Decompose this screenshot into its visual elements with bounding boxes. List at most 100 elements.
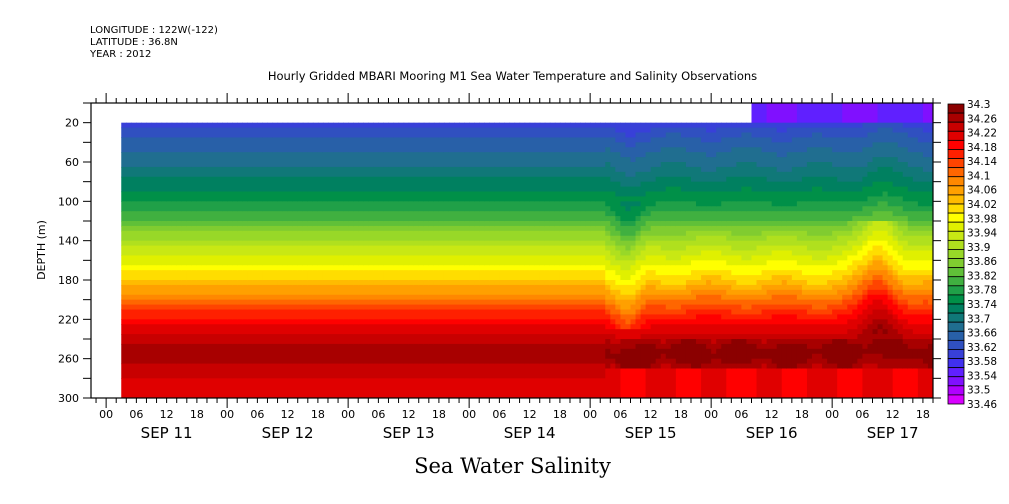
heatmap-cell [277, 201, 284, 212]
heatmap-cell [479, 166, 485, 178]
heatmap-cell [418, 309, 425, 320]
heatmap-cell [736, 201, 743, 212]
heatmap-cell [731, 221, 737, 227]
heatmap-cell [156, 343, 163, 365]
heatmap-cell [504, 176, 511, 193]
heatmap-cell [267, 304, 274, 311]
heatmap-cell [746, 284, 753, 291]
heatmap-cell [817, 275, 823, 286]
heatmap-cell [217, 299, 223, 306]
heatmap-cell [600, 166, 606, 178]
heatmap-cell [428, 122, 435, 129]
heatmap-cell [706, 339, 712, 350]
colorbar-swatch [947, 139, 965, 150]
heatmap-cell [327, 201, 334, 212]
heatmap-cell [857, 265, 864, 276]
heatmap-cell [897, 358, 904, 370]
heatmap-cell [242, 299, 248, 306]
heatmap-cell [408, 319, 415, 325]
heatmap-cell [373, 191, 379, 202]
heatmap-cell [605, 284, 611, 291]
heatmap-cell [771, 284, 778, 291]
heatmap-cell [786, 314, 793, 325]
heatmap-cell [907, 339, 914, 350]
y-tick-label: 220 [58, 313, 79, 326]
heatmap-cell [660, 122, 667, 129]
heatmap-cell [655, 368, 662, 398]
heatmap-cell [690, 245, 697, 257]
heatmap-cell [201, 378, 208, 398]
heatmap-cell [801, 265, 808, 276]
heatmap-cell [433, 324, 440, 335]
heatmap-cell [675, 299, 682, 311]
heatmap-cell [756, 225, 763, 237]
heatmap-cell [696, 152, 702, 168]
heatmap-cell [650, 334, 657, 340]
heatmap-cell [685, 166, 692, 178]
heatmap-cell [378, 127, 385, 139]
heatmap-cell [907, 122, 914, 129]
heatmap-cell [277, 211, 284, 222]
heatmap-cell [701, 368, 707, 398]
heatmap-cell [191, 304, 198, 311]
heatmap-cell [393, 284, 400, 296]
heatmap-cell [499, 211, 506, 222]
heatmap-cell [786, 294, 793, 306]
heatmap-cell [696, 324, 702, 335]
heatmap-cell [590, 176, 596, 193]
heatmap-cell [333, 334, 339, 345]
heatmap-cell [131, 284, 137, 296]
heatmap-cell [842, 314, 848, 325]
heatmap-cell [413, 122, 420, 129]
heatmap-cell [257, 299, 264, 306]
heatmap-cell [539, 255, 546, 266]
heatmap-cell [509, 255, 516, 266]
heatmap-cell [736, 368, 743, 398]
heatmap-cell [327, 221, 334, 227]
heatmap-cell [564, 166, 571, 178]
heatmap-cell [595, 265, 601, 271]
heatmap-cell [312, 191, 319, 202]
heatmap-cell [580, 255, 586, 266]
heatmap-cell [217, 137, 223, 153]
heatmap-cell [610, 343, 616, 355]
heatmap-cell [287, 378, 294, 398]
heatmap-cell [448, 127, 455, 139]
heatmap-cell [822, 284, 828, 291]
heatmap-cell [403, 304, 410, 311]
heatmap-cell [882, 103, 889, 124]
heatmap-cell [247, 166, 253, 178]
heatmap-cell [398, 225, 405, 232]
heatmap-cell [781, 211, 788, 222]
heatmap-cell [554, 270, 561, 281]
heatmap-cell [630, 122, 637, 139]
heatmap-cell [867, 353, 874, 365]
heatmap-cell [423, 280, 430, 286]
heatmap-cell [438, 265, 445, 271]
heatmap-cell [489, 137, 495, 153]
heatmap-cell [927, 230, 933, 237]
heatmap-cell [524, 122, 531, 129]
heatmap-cell [464, 230, 470, 242]
heatmap-cell [912, 221, 919, 227]
heatmap-cell [564, 127, 571, 139]
heatmap-cell [469, 245, 475, 257]
heatmap-cell [292, 309, 299, 320]
heatmap-cell [897, 230, 904, 242]
heatmap-cell [716, 245, 722, 252]
heatmap-cell [267, 176, 274, 193]
heatmap-cell [161, 265, 168, 271]
heatmap-cell [912, 358, 919, 370]
heatmap-cell [781, 157, 788, 173]
heatmap-cell [126, 294, 132, 301]
heatmap-cell [479, 309, 485, 320]
heatmap-cell [186, 176, 193, 193]
heatmap-cell [922, 275, 929, 281]
heatmap-cell [600, 245, 606, 257]
heatmap-cell [615, 196, 621, 217]
heatmap-cell [736, 255, 743, 266]
heatmap-cell [196, 324, 203, 335]
heatmap-cell [655, 275, 662, 281]
heatmap-cell [842, 275, 848, 286]
heatmap-cell [353, 225, 359, 232]
